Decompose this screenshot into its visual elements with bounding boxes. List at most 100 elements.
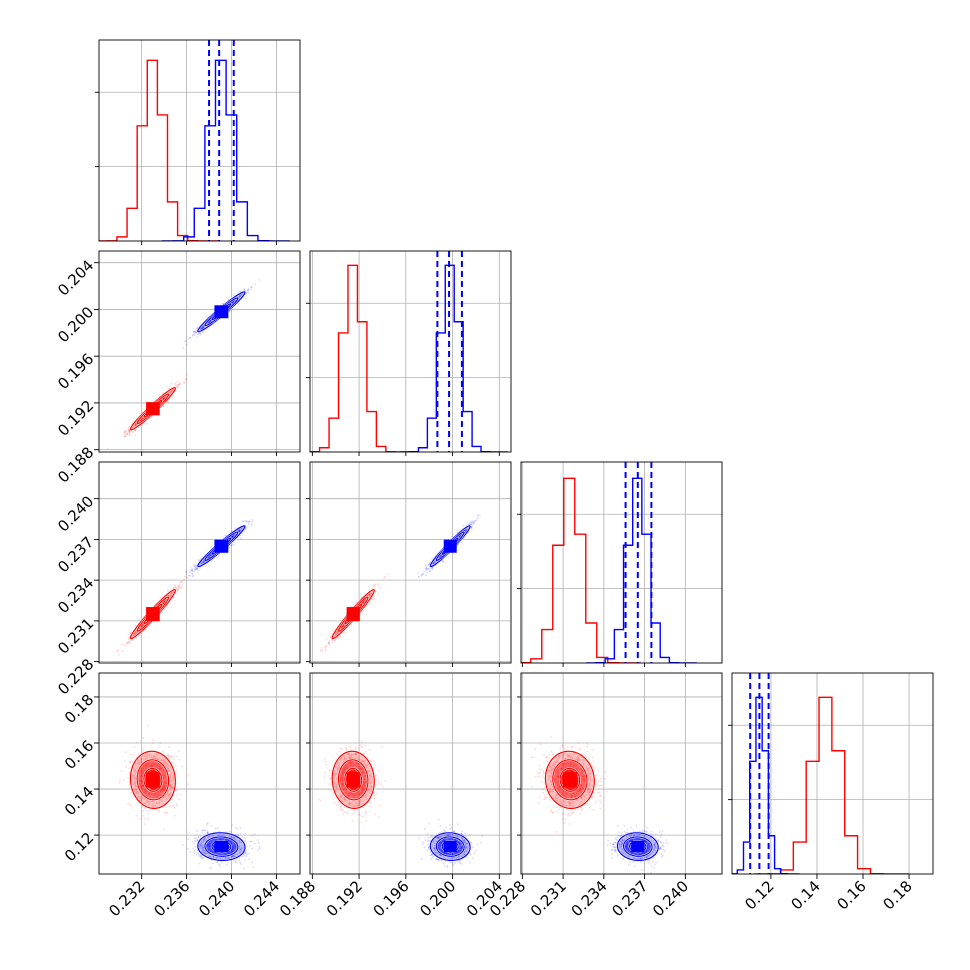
sample-point [128, 640, 131, 643]
sample-point [192, 330, 195, 333]
sample-point [193, 332, 196, 335]
sample-point [184, 575, 187, 578]
sample-point [238, 529, 241, 532]
sample-point [115, 649, 118, 652]
sample-point [197, 569, 199, 572]
sample-point [342, 625, 344, 627]
sample-point [247, 287, 250, 290]
sample-point [190, 569, 193, 572]
sample-point [127, 642, 129, 644]
sample-point [237, 302, 240, 305]
sample-point [192, 563, 195, 566]
sample-point [178, 381, 181, 384]
sample-point [175, 587, 178, 590]
scatter-series-0 [314, 573, 389, 663]
sample-point [470, 522, 473, 525]
sample-point [134, 631, 137, 634]
sample-point [331, 641, 334, 644]
sample-point [247, 289, 250, 291]
density-peak [214, 305, 229, 319]
sample-point [466, 522, 468, 524]
sample-point [197, 558, 200, 561]
sample-point [163, 397, 165, 400]
sample-point [248, 520, 251, 523]
sample-point [134, 423, 137, 426]
sample-point [191, 573, 194, 576]
sample-point [239, 529, 242, 532]
panel-frame [98, 250, 301, 453]
sample-point [189, 569, 192, 571]
sample-point [193, 334, 196, 336]
sample-point [368, 593, 371, 596]
panel-frame [98, 461, 301, 664]
sample-point [383, 576, 386, 579]
sample-point [117, 654, 120, 656]
sample-point [188, 574, 191, 577]
sample-point [247, 523, 250, 526]
density-peak [146, 402, 160, 416]
sample-point [196, 336, 199, 339]
sample-point [432, 568, 434, 571]
sample-point [327, 642, 330, 645]
sample-point [174, 382, 177, 385]
sample-point [172, 587, 175, 590]
sample-point [242, 520, 244, 523]
sample-point [238, 529, 240, 532]
sample-point [372, 585, 375, 588]
sample-point [177, 384, 179, 387]
density-peak [346, 607, 360, 622]
sample-point [176, 380, 179, 383]
sample-point [134, 423, 137, 425]
sample-point [121, 650, 124, 652]
sample-point [183, 340, 186, 343]
panel-bg [310, 251, 511, 452]
sample-point [328, 640, 331, 642]
sample-point [192, 574, 195, 577]
sample-point [248, 521, 251, 524]
sample-point [339, 635, 341, 638]
sample-point [193, 329, 196, 332]
sample-point [373, 597, 376, 600]
sample-point [185, 340, 187, 343]
sample-point [202, 326, 204, 329]
sample-point [123, 435, 126, 438]
sample-point [128, 430, 131, 433]
sample-point [174, 586, 177, 589]
sample-point [246, 520, 249, 523]
sample-point [177, 386, 180, 389]
sample-point [196, 326, 199, 329]
sample-point [170, 592, 173, 595]
sample-point [429, 569, 431, 572]
sample-point [191, 568, 194, 571]
sample-point [190, 567, 193, 570]
sample-point [434, 561, 436, 564]
sample-point [125, 430, 128, 433]
sample-point [185, 570, 187, 573]
sample-point [174, 584, 177, 586]
sample-point [123, 431, 125, 433]
sample-point [126, 641, 129, 644]
sample-point [168, 387, 171, 390]
y-tick-label: 0.240 [54, 492, 97, 535]
sample-point [325, 644, 328, 647]
sample-point [246, 290, 249, 292]
sample-point [128, 640, 131, 643]
sample-point [127, 637, 130, 640]
sample-point [134, 423, 137, 426]
sample-point [245, 520, 248, 523]
sample-point [162, 397, 165, 400]
sample-point [197, 332, 200, 335]
contour-line [129, 589, 176, 640]
sample-point [191, 575, 194, 578]
contour-line [136, 596, 170, 632]
sample-point [185, 571, 188, 574]
sample-point [334, 639, 337, 641]
sample-point [179, 580, 182, 583]
sample-point [249, 286, 252, 288]
sample-point [179, 583, 182, 585]
sample-point [189, 336, 192, 339]
sample-point [178, 583, 181, 586]
sample-point [199, 333, 202, 336]
scatter-panel-2-1 [310, 462, 511, 663]
sample-point [166, 588, 169, 591]
